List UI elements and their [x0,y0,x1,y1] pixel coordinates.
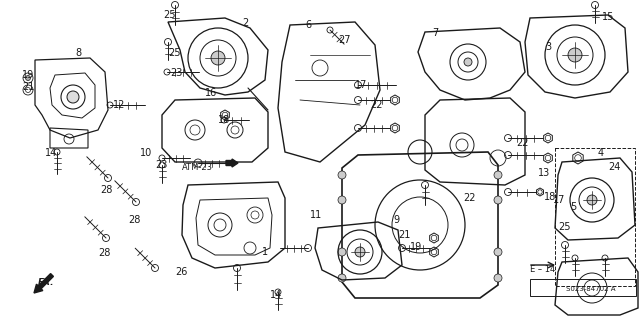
Text: 6: 6 [305,20,311,30]
Text: 26: 26 [175,267,188,277]
Text: 12: 12 [113,100,125,110]
Circle shape [587,195,597,205]
Circle shape [338,248,346,256]
Text: 16: 16 [205,88,217,98]
Text: 21: 21 [398,230,410,240]
Text: 27: 27 [338,35,351,45]
Text: 5: 5 [570,202,576,212]
Text: 7: 7 [432,28,438,38]
Text: 18: 18 [544,192,556,202]
Text: 28: 28 [128,215,140,225]
Circle shape [67,91,79,103]
Text: 19: 19 [22,70,35,80]
Circle shape [211,51,225,65]
Text: 25: 25 [163,10,175,20]
Text: E – 14: E – 14 [530,265,556,274]
Text: 14: 14 [45,148,57,158]
Text: 10: 10 [140,148,152,158]
Text: S023-84702 A: S023-84702 A [566,286,616,292]
Circle shape [494,171,502,179]
Circle shape [494,248,502,256]
Text: 17: 17 [355,80,367,90]
Text: 25: 25 [558,222,570,232]
Circle shape [338,171,346,179]
Text: 21: 21 [22,82,35,92]
Text: 22: 22 [463,193,476,203]
Text: 24: 24 [608,162,620,172]
Text: 13: 13 [538,168,550,178]
Text: 19: 19 [410,242,422,252]
Text: 17: 17 [553,195,565,205]
Text: 11: 11 [310,210,323,220]
Text: 14: 14 [270,290,282,300]
Circle shape [26,76,31,80]
Text: 25: 25 [168,48,180,58]
FancyArrow shape [226,159,238,167]
Text: 18: 18 [218,115,230,125]
Text: 4: 4 [598,148,604,158]
Text: 23: 23 [155,160,168,170]
Text: 22: 22 [370,100,383,110]
Circle shape [338,274,346,282]
Text: 8: 8 [75,48,81,58]
Circle shape [355,247,365,257]
Text: 28: 28 [100,185,113,195]
Text: 23: 23 [170,68,182,78]
Text: FR.: FR. [38,278,54,287]
Bar [530,279,636,296]
Circle shape [494,274,502,282]
Circle shape [494,196,502,204]
Circle shape [568,48,582,62]
Circle shape [464,58,472,66]
Circle shape [338,196,346,204]
Text: 9: 9 [393,215,399,225]
Text: ATM-23: ATM-23 [182,163,213,172]
Text: 15: 15 [602,12,614,22]
Text: 22: 22 [516,138,529,148]
Text: 1: 1 [262,247,268,257]
Text: 2: 2 [242,18,248,28]
FancyArrow shape [34,274,53,293]
Text: 28: 28 [98,248,110,258]
Text: 3: 3 [545,42,551,52]
Bar [555,148,635,286]
